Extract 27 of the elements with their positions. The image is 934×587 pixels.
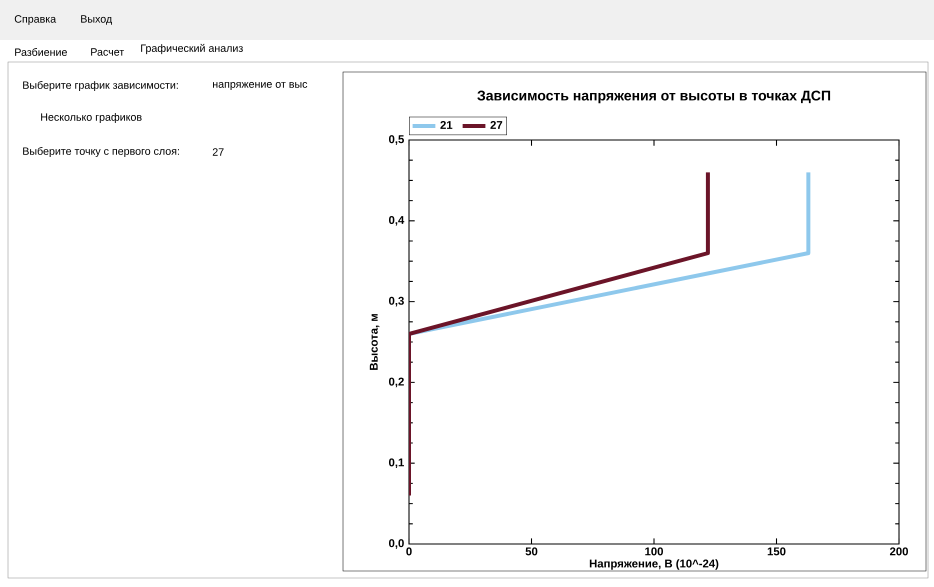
x-tick-label: 0	[406, 547, 412, 556]
text: Выход	[81, 15, 112, 25]
line-series	[409, 170, 710, 498]
y-axis-title: Высота, м	[370, 314, 380, 370]
x-tick-label: 200	[890, 547, 908, 556]
text: Несколько графиков	[41, 113, 142, 123]
text: Справка	[14, 15, 56, 25]
legend-label: 21	[440, 120, 452, 129]
x-tick-label: 50	[526, 547, 538, 556]
y-tick-label: 0,3	[388, 296, 404, 306]
text: напряжение от выс	[213, 82, 308, 90]
text: Разбиение	[15, 48, 67, 56]
text: Графический анализ	[141, 44, 243, 54]
y-tick-label: 0,5	[388, 135, 404, 145]
y-tick-label: 0,4	[388, 216, 404, 226]
x-tick-label: 150	[768, 547, 786, 556]
x-tick-label: 100	[645, 547, 663, 556]
chart-title: Зависимость напряжения от высоты в точках ДСП	[477, 90, 830, 104]
y-tick-label: 0,1	[388, 458, 404, 468]
legend-label: 27	[490, 120, 502, 129]
text: Выберите точку с первого слоя:	[23, 146, 179, 158]
text: 27	[212, 148, 224, 156]
text: Расчет	[91, 48, 124, 56]
y-tick-label: 0,2	[388, 378, 404, 388]
x-axis-title: Напряжение, В (10^-24)	[590, 559, 718, 570]
y-tick-label: 0,0	[388, 539, 404, 549]
text: Выберите график зависимости:	[23, 80, 178, 92]
